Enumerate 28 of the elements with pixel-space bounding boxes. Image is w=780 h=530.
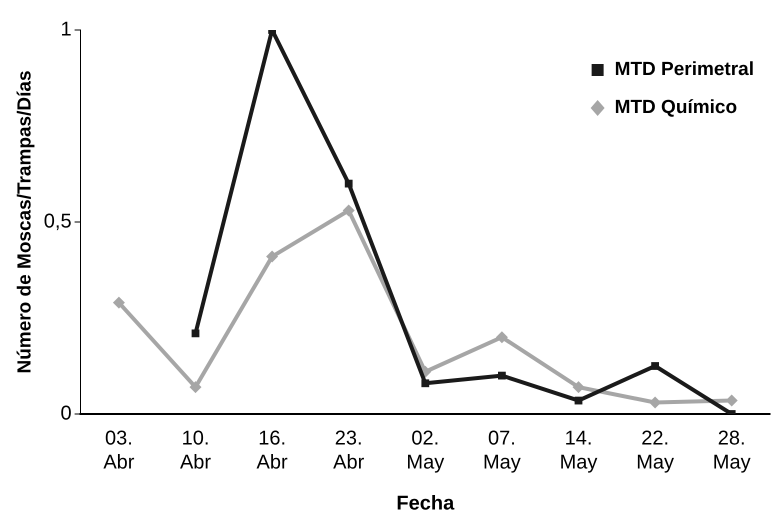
x-tick-label: 23. Abr xyxy=(333,428,365,474)
point xyxy=(421,379,430,388)
point xyxy=(496,331,508,344)
y-tick-label: 0 xyxy=(60,402,72,425)
point xyxy=(342,204,355,216)
point xyxy=(112,296,125,309)
point xyxy=(574,396,582,404)
point xyxy=(266,250,278,263)
y-tick-label: 0,5 xyxy=(44,210,72,233)
y-axis-title: Número de Moscas/Trampas/Días xyxy=(14,70,36,374)
x-tick-label: 16. Abr xyxy=(256,428,288,474)
point xyxy=(498,372,506,380)
x-tick-label: 03. Abr xyxy=(103,428,135,474)
x-tick-label: 14. May xyxy=(560,428,598,474)
point xyxy=(192,329,200,338)
point xyxy=(190,381,202,394)
y-tick-label: 1 xyxy=(60,18,72,41)
legend-label: MTD Perimetral xyxy=(614,59,754,80)
x-axis-title: Fecha xyxy=(396,492,456,515)
point xyxy=(344,180,353,188)
point xyxy=(572,381,584,394)
x-tick-label: 07. May xyxy=(483,428,521,474)
x-tick-label: 02. May xyxy=(406,428,444,474)
legend-label: MTD Químico xyxy=(614,97,738,118)
x-tick-label: 22. May xyxy=(636,428,674,474)
x-tick-label: 28. May xyxy=(712,428,751,474)
x-tick-label: 10. Abr xyxy=(180,428,212,474)
point xyxy=(651,362,659,370)
